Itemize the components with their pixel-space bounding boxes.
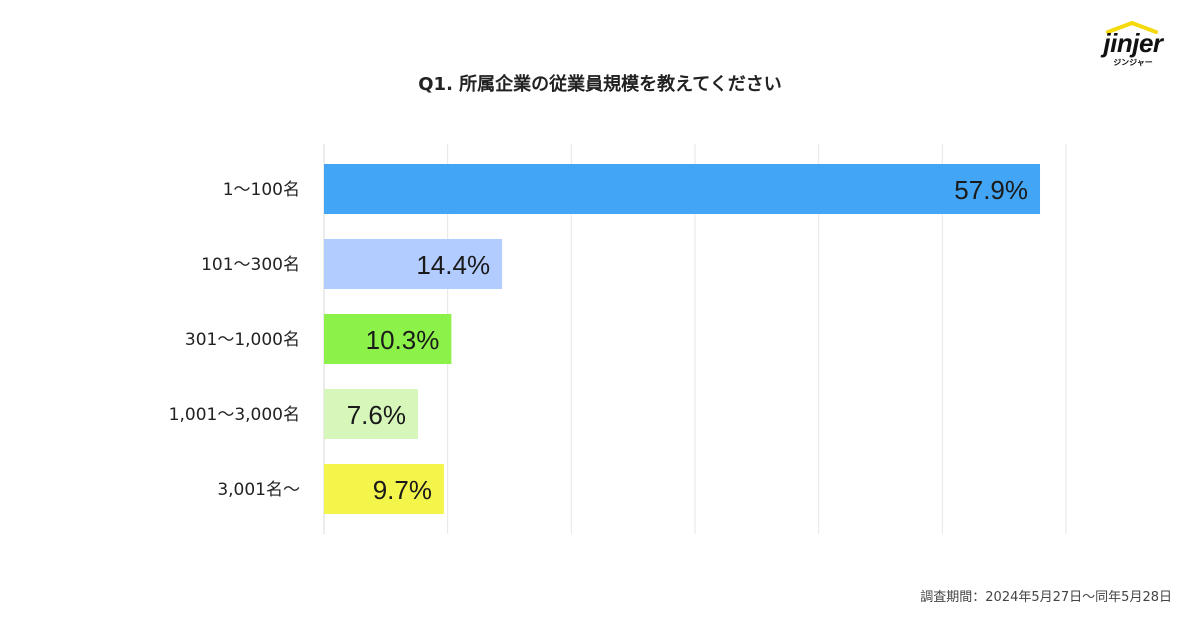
category-label: 301～1,000名 <box>185 330 300 350</box>
value-label: 14.4% <box>416 250 490 280</box>
bars <box>324 164 1041 514</box>
jinjer-logo: jinjer ジンジャー <box>1090 18 1180 72</box>
bar <box>324 239 503 289</box>
category-label: 101～300名 <box>201 255 300 275</box>
chart-title: Q1. 所属企業の従業員規模を教えてください <box>418 74 782 95</box>
bar <box>324 389 418 439</box>
category-label: 1,001～3,000名 <box>169 405 300 425</box>
category-labels: 1～100名 101～300名 301～1,000名 1,001～3,000名 3,00… <box>169 180 300 500</box>
value-label: 10.3% <box>366 325 440 355</box>
value-label: 9.7% <box>373 475 432 505</box>
category-label: 3,001名～ <box>217 480 300 500</box>
value-label: 57.9% <box>954 175 1028 205</box>
bar <box>324 164 1041 214</box>
category-label: 1～100名 <box>223 180 300 200</box>
value-label: 7.6% <box>347 400 406 430</box>
survey-period: 調査期間：2024年5月27日～同年5月28日 <box>920 590 1172 605</box>
bar <box>324 464 444 514</box>
logo-wordmark: jinjer <box>1103 28 1163 58</box>
roof-icon <box>1106 21 1158 34</box>
bar <box>324 314 452 364</box>
logo-kana: ジンジャー <box>1113 58 1153 67</box>
value-labels: 57.9% 14.4% 10.3% 7.6% 9.7% <box>347 175 1028 505</box>
